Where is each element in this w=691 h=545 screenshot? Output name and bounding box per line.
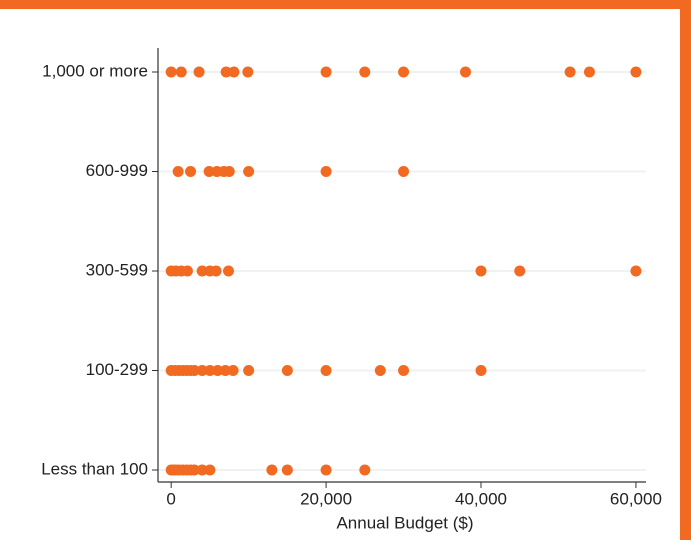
y-tick-label: 600-999 <box>86 161 148 180</box>
dot <box>359 464 371 476</box>
dot <box>185 166 197 177</box>
dot <box>359 66 371 78</box>
dot <box>220 66 232 78</box>
dot <box>281 365 293 376</box>
dot <box>320 166 332 177</box>
dot <box>564 66 576 78</box>
dot <box>398 166 410 177</box>
dot <box>210 265 222 277</box>
dot <box>475 365 487 376</box>
dot <box>188 365 200 376</box>
dot <box>196 464 208 476</box>
dot <box>514 265 526 277</box>
dot <box>222 265 234 277</box>
dot <box>475 265 487 277</box>
dot <box>227 365 239 376</box>
dot <box>203 166 215 177</box>
dot <box>188 464 200 476</box>
dot <box>243 166 255 177</box>
x-tick-label: 40,000 <box>455 489 507 508</box>
dot <box>181 265 193 277</box>
x-tick-label: 20,000 <box>300 489 352 508</box>
dot <box>320 464 332 476</box>
dot <box>374 365 386 376</box>
dot <box>204 464 216 476</box>
y-tick-label: 100-299 <box>86 360 148 379</box>
y-tick-label: Less than 100 <box>41 459 148 478</box>
dot <box>460 66 472 78</box>
dot <box>320 365 332 376</box>
dot <box>320 66 332 78</box>
dot <box>630 265 642 277</box>
dot <box>398 66 410 78</box>
y-tick-label: 300-599 <box>86 260 148 279</box>
y-tick-label: 1,000 or more <box>42 61 148 80</box>
dot <box>175 66 187 78</box>
dot <box>223 166 235 177</box>
dot <box>243 365 255 376</box>
dot <box>228 66 240 78</box>
x-axis-label: Annual Budget ($) <box>336 513 473 532</box>
panel <box>0 9 680 540</box>
dot <box>172 166 184 177</box>
x-tick-label: 60,000 <box>610 489 662 508</box>
dot <box>196 365 208 376</box>
dot <box>281 464 293 476</box>
dot <box>242 66 254 78</box>
dot <box>212 365 224 376</box>
dot <box>583 66 595 78</box>
dot <box>266 464 278 476</box>
dot <box>630 66 642 78</box>
dot <box>204 365 216 376</box>
dot <box>196 265 208 277</box>
dot <box>219 365 231 376</box>
dot <box>398 365 410 376</box>
x-tick-label: 0 <box>166 489 175 508</box>
dot <box>165 66 177 78</box>
dot <box>193 66 205 78</box>
